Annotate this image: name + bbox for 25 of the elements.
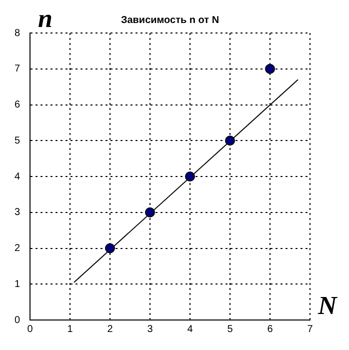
x-tick-label: 6 [267,324,274,335]
y-tick-label: 1 [14,278,20,290]
y-tick-label: 3 [14,207,20,218]
x-tick-label: 1 [67,324,74,335]
point [185,172,195,182]
x-tick-label: 7 [307,324,314,335]
y-tick-label: 7 [14,64,20,75]
point [265,64,275,74]
y-tick-label: 4 [14,171,20,182]
x-tick-label: 5 [227,324,234,335]
x-tick-label: 3 [147,324,154,335]
point [225,136,235,146]
y-tick-label: 0 [14,314,20,326]
x-axis-title: N [317,291,338,320]
y-tick-label: 6 [14,100,20,110]
x-tick-label: 2 [107,324,114,335]
y-axis-title: n [38,4,52,33]
y-tick-label: 2 [14,243,20,254]
point [105,243,115,254]
x-tick-label: 0 [27,324,34,335]
x-tick-label: 4 [187,324,194,335]
y-tick-label: 8 [14,28,20,39]
y-tick-label: 5 [14,135,20,146]
chart-title: Зависимость n от N [120,14,220,26]
point [145,207,155,218]
